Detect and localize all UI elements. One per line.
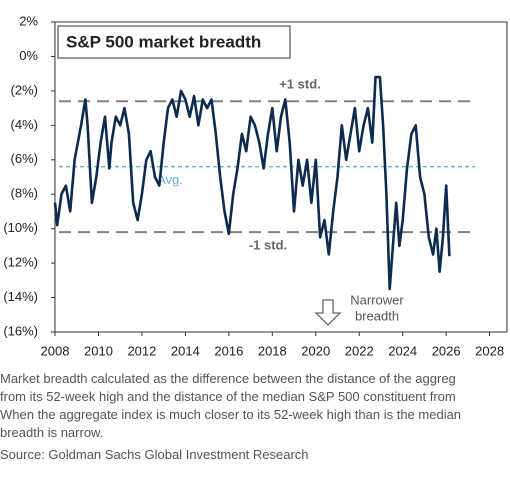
y-tick-label: (16%) [3, 323, 38, 338]
x-tick-label: 2018 [258, 343, 287, 358]
y-tick-label: 0% [19, 48, 38, 63]
source: Source: Goldman Sachs Global Investment … [0, 447, 309, 462]
annotation: Narrower [350, 292, 404, 307]
x-tick-label: 2012 [127, 343, 156, 358]
title-box [57, 25, 291, 59]
x-tick-label: 2024 [388, 343, 417, 358]
chart-title: S&P 500 market breadth [66, 32, 261, 51]
caption-line: Market breadth calculated as the differe… [0, 371, 456, 386]
reference-label: -1 std. [249, 238, 287, 253]
x-tick-label: 2008 [41, 343, 70, 358]
x-tick-label: 2028 [475, 343, 504, 358]
y-tick-label: (14%) [3, 289, 38, 304]
y-tick-label: (2%) [11, 82, 38, 97]
line [53, 75, 451, 291]
y-tick-label: 2% [19, 13, 38, 28]
reference-label: Avg. [157, 172, 183, 187]
arrow [314, 299, 342, 326]
x-tick-label: 2020 [301, 343, 330, 358]
y-tick-label: (8%) [11, 186, 38, 201]
chart: S&P 500 market breadth 2% 0% (2%) (4%) (6%) (… [3, 13, 508, 358]
y-tick-label: (6%) [11, 151, 38, 166]
annotation: breadth [355, 308, 399, 323]
y-tick-label: (12%) [3, 255, 38, 270]
x-tick-label: 2014 [171, 343, 200, 358]
y-tick-label: (4%) [11, 117, 38, 132]
caption-line: When the aggregate index is much closer … [0, 407, 462, 422]
x-tick-label: 2010 [84, 343, 113, 358]
caption-line: from its 52-week high and the distance o… [0, 389, 456, 404]
reference-label: +1 std. [279, 77, 321, 92]
caption-line: breadth is narrow. [0, 425, 104, 440]
plot-frame [54, 21, 508, 333]
x-tick-label: 2022 [345, 343, 374, 358]
x-tick-label: 2026 [432, 343, 461, 358]
x-tick-label: 2016 [214, 343, 243, 358]
y-tick-label: (10%) [3, 220, 38, 235]
